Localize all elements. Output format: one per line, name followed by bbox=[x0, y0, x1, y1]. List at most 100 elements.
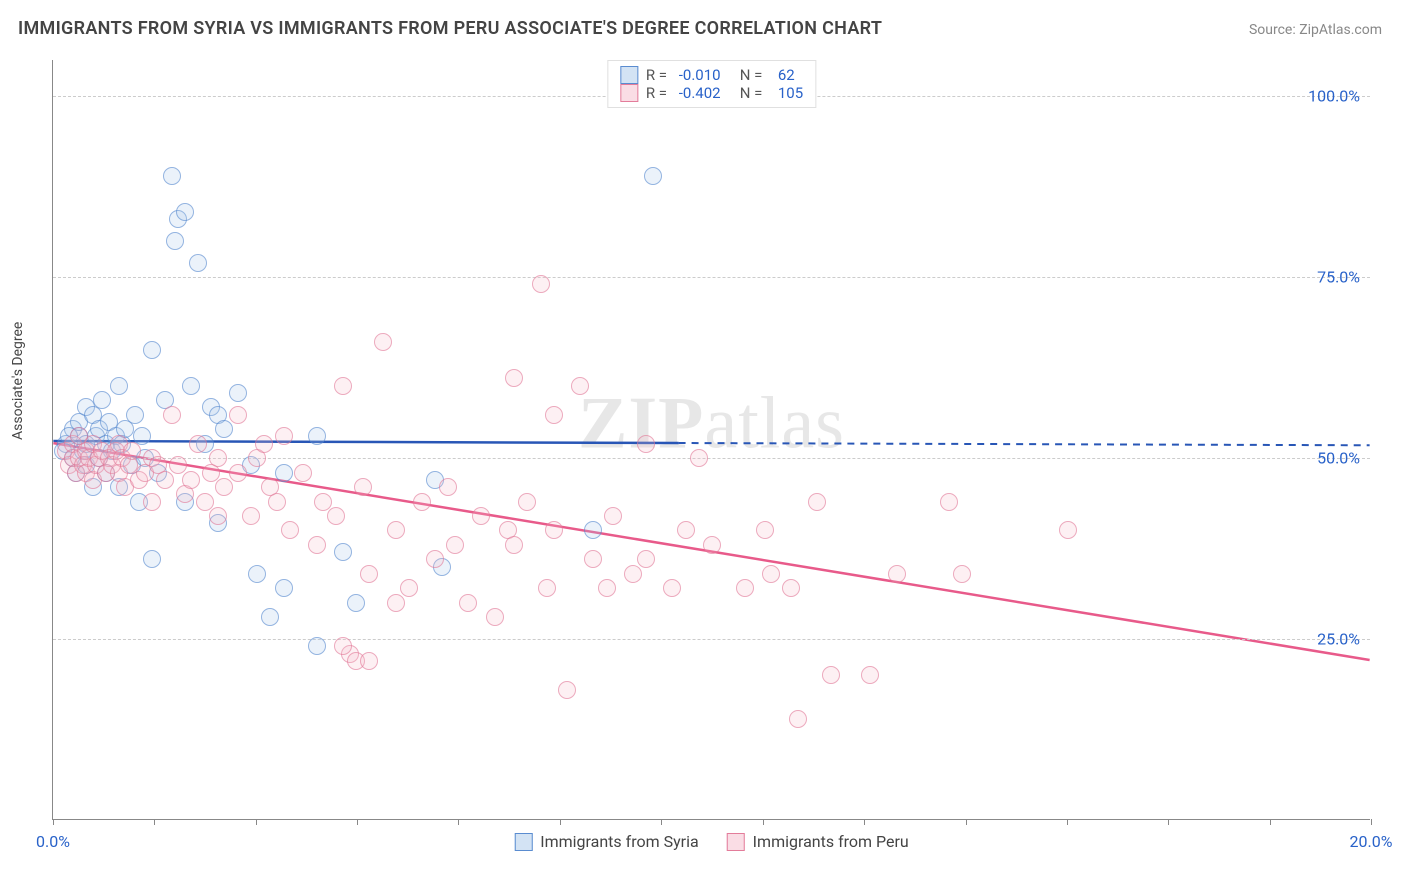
data-point bbox=[182, 377, 200, 395]
y-tick-label: 25.0% bbox=[1317, 630, 1360, 649]
x-tick-mark bbox=[256, 819, 257, 825]
legend-r-value: -0.402 bbox=[679, 84, 721, 102]
data-point bbox=[505, 536, 523, 554]
data-point bbox=[268, 493, 286, 511]
data-point bbox=[176, 203, 194, 221]
data-point bbox=[663, 579, 681, 597]
legend-item: Immigrants from Syria bbox=[514, 832, 698, 851]
chart-title: IMMIGRANTS FROM SYRIA VS IMMIGRANTS FROM… bbox=[18, 18, 882, 39]
legend-row: R = -0.402 N = 105 bbox=[620, 84, 803, 102]
data-point bbox=[624, 565, 642, 583]
data-point bbox=[789, 710, 807, 728]
y-tick-label: 75.0% bbox=[1317, 268, 1360, 287]
data-point bbox=[538, 579, 556, 597]
data-point bbox=[189, 435, 207, 453]
data-point bbox=[143, 341, 161, 359]
legend-swatch bbox=[620, 66, 638, 84]
data-point bbox=[439, 478, 457, 496]
data-point bbox=[888, 565, 906, 583]
data-point bbox=[314, 493, 332, 511]
data-point bbox=[334, 543, 352, 561]
data-point bbox=[209, 507, 227, 525]
data-point bbox=[255, 435, 273, 453]
legend-n-value: 62 bbox=[774, 66, 795, 84]
data-point bbox=[584, 550, 602, 568]
x-tick-mark bbox=[1067, 819, 1068, 825]
legend-row: R = -0.010 N = 62 bbox=[620, 66, 803, 84]
data-point bbox=[604, 507, 622, 525]
data-point bbox=[940, 493, 958, 511]
data-point bbox=[584, 521, 602, 539]
data-point bbox=[110, 377, 128, 395]
x-tick-label: 0.0% bbox=[36, 832, 70, 851]
data-point bbox=[281, 521, 299, 539]
data-point bbox=[229, 384, 247, 402]
data-point bbox=[374, 333, 392, 351]
data-point bbox=[182, 471, 200, 489]
data-point bbox=[308, 536, 326, 554]
data-point bbox=[189, 254, 207, 272]
x-tick-mark bbox=[661, 819, 662, 825]
data-point bbox=[126, 406, 144, 424]
legend-item-label: Immigrants from Peru bbox=[753, 832, 909, 851]
data-point bbox=[196, 493, 214, 511]
data-point bbox=[400, 579, 418, 597]
data-point bbox=[677, 521, 695, 539]
trend-line-dashed bbox=[679, 443, 1370, 445]
data-point bbox=[703, 536, 721, 554]
data-point bbox=[532, 275, 550, 293]
data-point bbox=[294, 464, 312, 482]
correlation-legend: R = -0.010 N = 62R = -0.402 N = 105 bbox=[607, 60, 816, 108]
source-attribution: Source: ZipAtlas.com bbox=[1249, 22, 1382, 38]
grid-line bbox=[53, 277, 1370, 278]
data-point bbox=[215, 478, 233, 496]
x-tick-mark bbox=[53, 819, 54, 825]
data-point bbox=[209, 449, 227, 467]
data-point bbox=[360, 652, 378, 670]
data-point bbox=[327, 507, 345, 525]
x-tick-mark bbox=[357, 819, 358, 825]
data-point bbox=[354, 478, 372, 496]
data-point bbox=[762, 565, 780, 583]
data-point bbox=[308, 637, 326, 655]
x-tick-mark bbox=[1270, 819, 1271, 825]
trend-lines-svg bbox=[53, 60, 1370, 819]
legend-n-label: N = bbox=[729, 84, 767, 102]
x-tick-mark bbox=[154, 819, 155, 825]
data-point bbox=[571, 377, 589, 395]
legend-r-label: R = bbox=[646, 66, 671, 84]
data-point bbox=[426, 550, 444, 568]
x-tick-mark bbox=[864, 819, 865, 825]
data-point bbox=[347, 594, 365, 612]
data-point bbox=[644, 167, 662, 185]
data-point bbox=[558, 681, 576, 699]
data-point bbox=[166, 232, 184, 250]
data-point bbox=[459, 594, 477, 612]
watermark: ZIPatlas bbox=[578, 382, 845, 467]
data-point bbox=[275, 427, 293, 445]
data-point bbox=[143, 550, 161, 568]
data-point bbox=[261, 608, 279, 626]
data-point bbox=[505, 369, 523, 387]
data-point bbox=[413, 493, 431, 511]
legend-n-value: 105 bbox=[774, 84, 803, 102]
data-point bbox=[486, 608, 504, 626]
data-point bbox=[822, 666, 840, 684]
data-point bbox=[93, 391, 111, 409]
data-point bbox=[360, 565, 378, 583]
data-point bbox=[163, 406, 181, 424]
data-point bbox=[334, 377, 352, 395]
data-point bbox=[169, 456, 187, 474]
data-point bbox=[229, 464, 247, 482]
data-point bbox=[229, 406, 247, 424]
data-point bbox=[518, 493, 536, 511]
scatter-plot: ZIPatlas R = -0.010 N = 62R = -0.402 N =… bbox=[52, 60, 1370, 820]
data-point bbox=[598, 579, 616, 597]
data-point bbox=[163, 167, 181, 185]
data-point bbox=[1059, 521, 1077, 539]
data-point bbox=[248, 565, 266, 583]
data-point bbox=[215, 420, 233, 438]
series-legend: Immigrants from Syria Immigrants from Per… bbox=[514, 832, 909, 851]
data-point bbox=[446, 536, 464, 554]
legend-swatch bbox=[620, 84, 638, 102]
